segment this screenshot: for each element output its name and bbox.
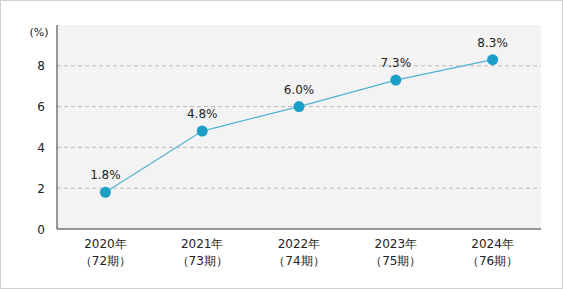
grid-line — [57, 188, 541, 189]
marker — [197, 126, 208, 137]
frame — [1, 1, 563, 289]
y-tick-label: 8 — [37, 59, 45, 73]
marker — [294, 101, 305, 112]
grid-line — [57, 147, 541, 148]
marker — [487, 54, 498, 65]
x-tick-label: 2023年（75期） — [370, 237, 421, 268]
marker — [390, 75, 401, 86]
x-tick-label: 2022年（74期） — [273, 237, 324, 268]
x-axis — [57, 229, 541, 230]
y-tick-label: 6 — [37, 100, 45, 114]
x-tick-label: 2020年（72期） — [80, 237, 131, 268]
data-label: 6.0% — [284, 83, 315, 97]
data-label: 7.3% — [381, 56, 412, 70]
data-label: 1.8% — [90, 168, 121, 182]
x-tick-label: 2024年（76期） — [467, 237, 518, 268]
data-label: 8.3% — [477, 36, 508, 50]
y-tick-label: 2 — [37, 182, 45, 196]
line — [105, 60, 492, 193]
plot-area — [57, 25, 541, 229]
grid-line — [57, 65, 541, 66]
x-tick-label: 2021年（73期） — [177, 237, 228, 268]
series — [100, 54, 498, 198]
y-axis-label: (%) — [29, 26, 48, 39]
data-label: 4.8% — [187, 107, 218, 121]
y-axis — [57, 25, 58, 229]
marker — [100, 187, 111, 198]
y-tick-label: 4 — [37, 141, 45, 155]
chart: 0 2 4 6 8 (%) 2020年（72期） 2021年（73期） 2022年（74期） 20… — [0, 0, 563, 289]
y-tick-label: 0 — [37, 223, 45, 237]
